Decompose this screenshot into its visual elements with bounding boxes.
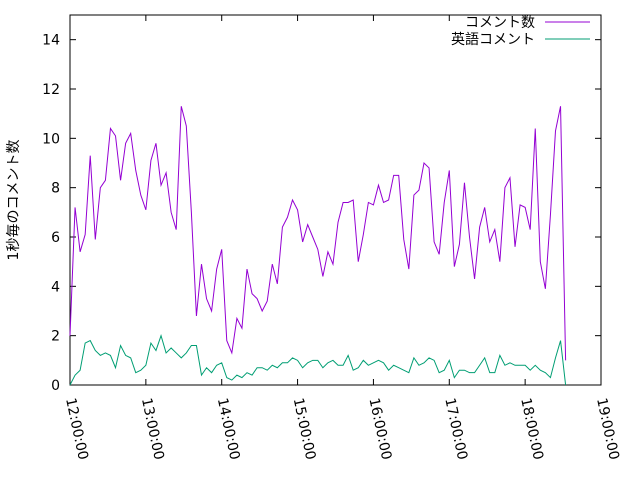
y-tick-label: 12 xyxy=(42,82,60,98)
x-tick-label: 17:00:00 xyxy=(441,397,470,462)
y-axis-label: 1秒毎のコメント数 xyxy=(6,140,22,261)
y-tick-label: 14 xyxy=(42,33,60,49)
series-line-0 xyxy=(69,106,567,361)
x-tick-label: 16:00:00 xyxy=(366,397,395,462)
plot-frame xyxy=(69,14,602,386)
y-tick-label: 0 xyxy=(51,378,60,394)
y-tick-label: 2 xyxy=(51,329,60,345)
y-tick-label: 4 xyxy=(51,279,60,295)
y-tick-label: 10 xyxy=(42,131,60,147)
x-tick-label: 14:00:00 xyxy=(214,397,243,462)
legend-label-1: 英語コメント xyxy=(451,31,535,48)
y-tick-label: 8 xyxy=(51,181,60,197)
y-axis: 0 2 4 6 8 10 12 14 xyxy=(42,33,601,394)
x-tick-label: 13:00:00 xyxy=(138,397,167,462)
y-tick-label: 6 xyxy=(51,230,60,246)
legend-label-0: コメント数 xyxy=(465,15,535,31)
x-tick-label: 18:00:00 xyxy=(517,397,546,462)
x-axis: 12:00:00 13:00:00 14:00:00 15:00:00 16:00:00… xyxy=(62,15,622,461)
series-line-1 xyxy=(69,334,567,386)
x-tick-label: 19:00:00 xyxy=(593,397,622,462)
x-tick-label: 15:00:00 xyxy=(290,397,319,462)
x-tick-label: 12:00:00 xyxy=(62,397,91,462)
series-lines xyxy=(69,106,567,386)
